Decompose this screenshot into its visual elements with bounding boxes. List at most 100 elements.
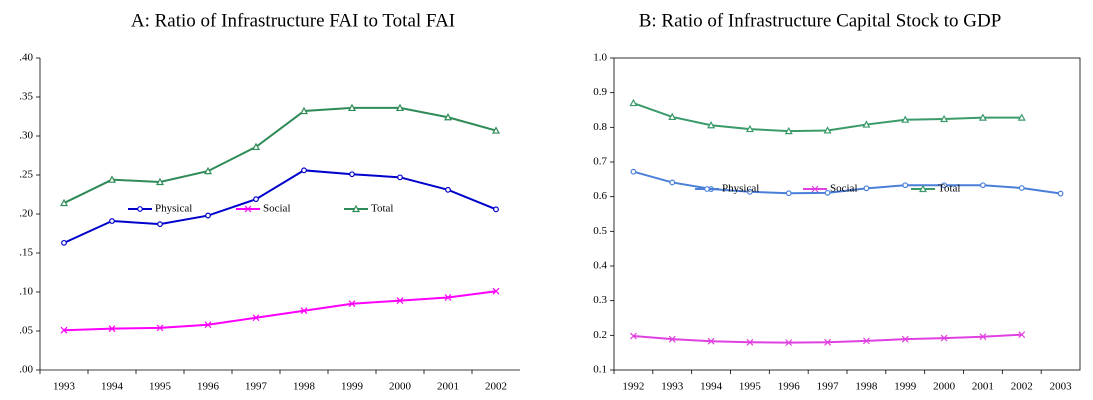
marker xyxy=(668,112,677,121)
legend-marker xyxy=(918,184,928,193)
marker xyxy=(941,182,947,189)
y-tick-label: 1.0 xyxy=(593,52,607,64)
marker xyxy=(109,218,115,224)
marker xyxy=(785,339,793,347)
marker xyxy=(395,103,405,112)
marker xyxy=(444,294,452,301)
marker xyxy=(300,307,308,315)
marker xyxy=(1017,113,1026,121)
marker xyxy=(630,168,637,175)
legend-marker xyxy=(137,206,143,212)
y-tick-label: 0.4 xyxy=(593,260,607,272)
x-tick-label: 1993 xyxy=(53,381,76,393)
series-line xyxy=(63,290,497,332)
marker xyxy=(397,174,403,181)
marker xyxy=(348,300,356,308)
y-tick-label: .00 xyxy=(19,364,33,376)
y-tick-label: 0.3 xyxy=(593,294,607,306)
marker xyxy=(668,335,676,343)
marker xyxy=(745,124,754,133)
x-tick-label: 1997 xyxy=(817,381,840,393)
marker xyxy=(980,182,986,189)
marker xyxy=(784,126,793,135)
legend-label: Total xyxy=(938,183,960,195)
legend-marker xyxy=(244,205,252,213)
x-tick-label: 2003 xyxy=(1050,381,1073,393)
marker xyxy=(940,334,948,342)
marker xyxy=(707,121,716,129)
legend-marker xyxy=(351,204,361,213)
marker xyxy=(629,98,638,107)
chart-title: B: Ratio of Infrastructure Capital Stock… xyxy=(639,10,1002,31)
x-tick-label: 1994 xyxy=(101,381,124,393)
y-tick-label: 0.9 xyxy=(593,86,607,98)
x-tick-label: 1999 xyxy=(894,381,917,393)
chart-title: A: Ratio of Infrastructure FAI to Total … xyxy=(131,10,455,31)
legend-marker xyxy=(704,186,710,192)
legend-label: Total xyxy=(371,203,393,215)
marker xyxy=(301,167,307,174)
marker xyxy=(251,142,261,151)
marker xyxy=(349,171,355,178)
x-tick-label: 2000 xyxy=(933,381,956,393)
marker xyxy=(204,321,212,329)
marker xyxy=(824,338,832,346)
marker xyxy=(492,287,500,295)
marker xyxy=(445,186,451,193)
marker xyxy=(443,113,453,121)
x-tick-label: 1995 xyxy=(739,381,762,393)
y-tick-label: .10 xyxy=(19,286,33,298)
x-tick-label: 1995 xyxy=(149,381,172,393)
x-tick-label: 2002 xyxy=(1011,381,1033,393)
y-tick-label: .30 xyxy=(19,130,33,142)
marker xyxy=(155,177,165,186)
marker xyxy=(493,206,499,213)
plot-frame xyxy=(613,57,1081,371)
x-tick-label: 2001 xyxy=(437,381,459,393)
legend-label: Physical xyxy=(722,183,759,195)
marker xyxy=(746,338,754,346)
marker xyxy=(862,120,871,128)
marker xyxy=(347,103,357,112)
y-tick-label: 0.2 xyxy=(593,329,607,341)
y-tick-label: 0.1 xyxy=(593,364,607,376)
x-tick-label: 1992 xyxy=(622,381,644,393)
marker xyxy=(157,221,163,228)
x-tick-label: 1994 xyxy=(700,381,723,393)
x-tick-label: 1998 xyxy=(855,381,878,393)
marker xyxy=(901,335,909,343)
legend-marker xyxy=(811,185,819,193)
marker xyxy=(902,182,909,189)
x-tick-label: 1996 xyxy=(197,381,220,393)
marker xyxy=(205,212,211,219)
series-line xyxy=(633,333,1022,344)
x-tick-label: 1998 xyxy=(293,381,316,393)
marker xyxy=(203,166,213,175)
marker xyxy=(862,337,870,345)
marker xyxy=(940,114,949,123)
y-tick-label: .20 xyxy=(19,208,33,220)
marker xyxy=(629,332,637,340)
legend-label: Social xyxy=(830,183,858,195)
marker xyxy=(156,324,164,332)
marker xyxy=(61,239,67,246)
marker xyxy=(669,179,676,186)
legend-label: Social xyxy=(263,203,291,215)
marker xyxy=(863,185,870,192)
x-tick-label: 1997 xyxy=(245,381,268,393)
y-tick-label: .15 xyxy=(19,247,33,259)
marker xyxy=(1018,331,1026,339)
series-line xyxy=(63,169,497,244)
x-tick-label: 1999 xyxy=(341,381,364,393)
x-tick-label: 1996 xyxy=(778,381,801,393)
x-tick-label: 2001 xyxy=(972,381,994,393)
marker xyxy=(1018,185,1025,191)
marker xyxy=(252,314,260,322)
x-tick-label: 2000 xyxy=(389,381,412,393)
legend-label: Physical xyxy=(155,203,192,215)
y-tick-label: .35 xyxy=(19,91,33,103)
marker xyxy=(785,190,792,197)
y-tick-label: .05 xyxy=(19,325,33,337)
marker xyxy=(1057,190,1064,197)
